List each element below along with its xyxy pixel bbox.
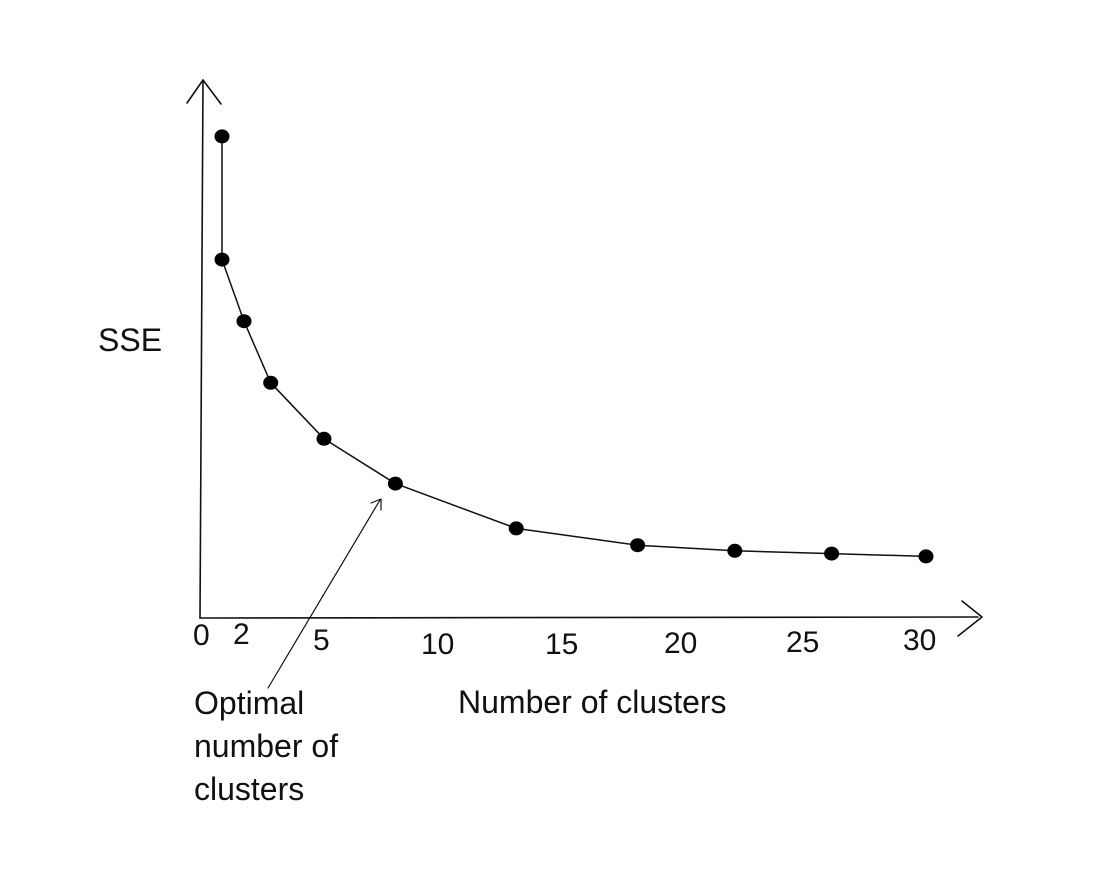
- x-tick-label: 5: [313, 624, 330, 657]
- x-axis: [199, 616, 979, 619]
- annotation-line-3: clusters: [194, 771, 304, 807]
- data-point: [236, 314, 252, 329]
- x-tick-label: 10: [421, 628, 454, 661]
- y-axis: [199, 79, 204, 619]
- data-point: [316, 431, 332, 446]
- data-point: [630, 538, 646, 553]
- data-point: [263, 375, 279, 390]
- x-tick-label: 25: [786, 626, 819, 659]
- sse-curve: [221, 135, 927, 558]
- data-point: [824, 546, 840, 561]
- series-layer: [214, 129, 934, 564]
- x-tick-label: 15: [545, 628, 578, 661]
- axes: [186, 79, 983, 637]
- y-axis-label: SSE: [98, 322, 162, 358]
- x-axis-label: Number of clusters: [458, 684, 727, 720]
- annotation-line-1: Optimal: [194, 685, 304, 721]
- data-point: [214, 129, 230, 144]
- data-point: [727, 543, 743, 558]
- data-point: [214, 252, 230, 267]
- data-point: [508, 521, 524, 536]
- x-tick-label: 0: [193, 619, 210, 652]
- x-tick-label: 2: [233, 618, 250, 651]
- annotation-pointer-line: [267, 499, 381, 689]
- x-tick-labels: 0 2 5 10 15 20 25 30: [193, 618, 936, 661]
- x-tick-label: 20: [664, 627, 697, 660]
- data-point: [918, 549, 934, 564]
- y-axis-arrowhead: [186, 79, 222, 105]
- annotation-pointer-arrowhead: [370, 498, 382, 511]
- x-axis-arrowhead: [957, 600, 983, 637]
- data-point: [387, 476, 403, 491]
- annotation-line-2: number of: [194, 728, 338, 764]
- optimal-clusters-annotation: Optimal number of clusters: [194, 498, 382, 807]
- x-tick-label: 30: [903, 624, 936, 657]
